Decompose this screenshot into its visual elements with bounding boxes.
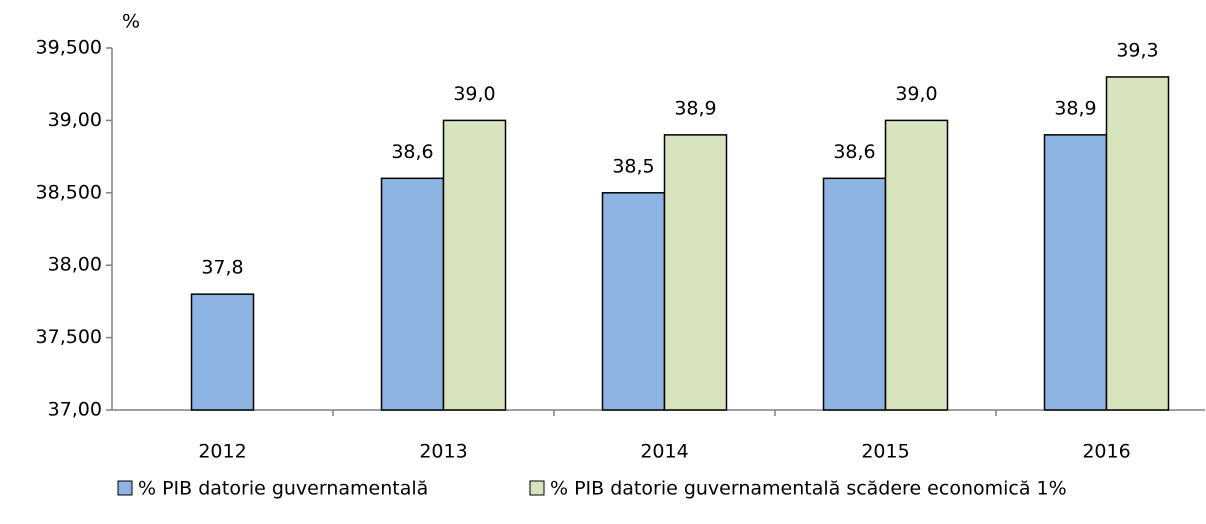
value-label: 39,0 <box>453 83 495 105</box>
value-label: 38,9 <box>674 97 716 119</box>
y-tick-label: 38,00 <box>48 254 102 276</box>
bar <box>663 134 728 411</box>
value-label: 39,0 <box>895 83 937 105</box>
y-tick-label: 37,00 <box>48 399 102 421</box>
y-unit: % <box>122 11 140 33</box>
x-tick-label: 2016 <box>1082 441 1130 463</box>
legend-swatch <box>529 480 545 496</box>
x-tick-label: 2012 <box>198 441 246 463</box>
x-tick-label: 2013 <box>419 441 467 463</box>
value-label: 38,9 <box>1054 97 1096 119</box>
value-label: 39,3 <box>1116 39 1158 61</box>
value-label: 38,6 <box>833 141 875 163</box>
value-label: 38,5 <box>612 155 654 177</box>
legend-swatch <box>117 480 133 496</box>
bar <box>1043 134 1108 411</box>
bar <box>1105 76 1170 411</box>
y-tick-label: 39,00 <box>48 109 102 131</box>
x-tick-label: 2014 <box>640 441 688 463</box>
bar <box>601 192 666 411</box>
y-tick-label: 39,500 <box>36 37 102 59</box>
bar <box>884 119 949 411</box>
legend-label: % PIB datorie guvernamentală scădere eco… <box>550 478 1067 500</box>
bar <box>380 177 445 411</box>
x-tick-label: 2015 <box>861 441 909 463</box>
bar <box>442 119 507 411</box>
bar <box>190 293 255 411</box>
value-label: 38,6 <box>391 141 433 163</box>
value-label: 37,8 <box>201 257 243 279</box>
y-tick-label: 37,500 <box>36 326 102 348</box>
bar <box>822 177 887 411</box>
legend-label: % PIB datorie guvernamentală <box>138 478 428 500</box>
y-tick-label: 38,500 <box>36 181 102 203</box>
